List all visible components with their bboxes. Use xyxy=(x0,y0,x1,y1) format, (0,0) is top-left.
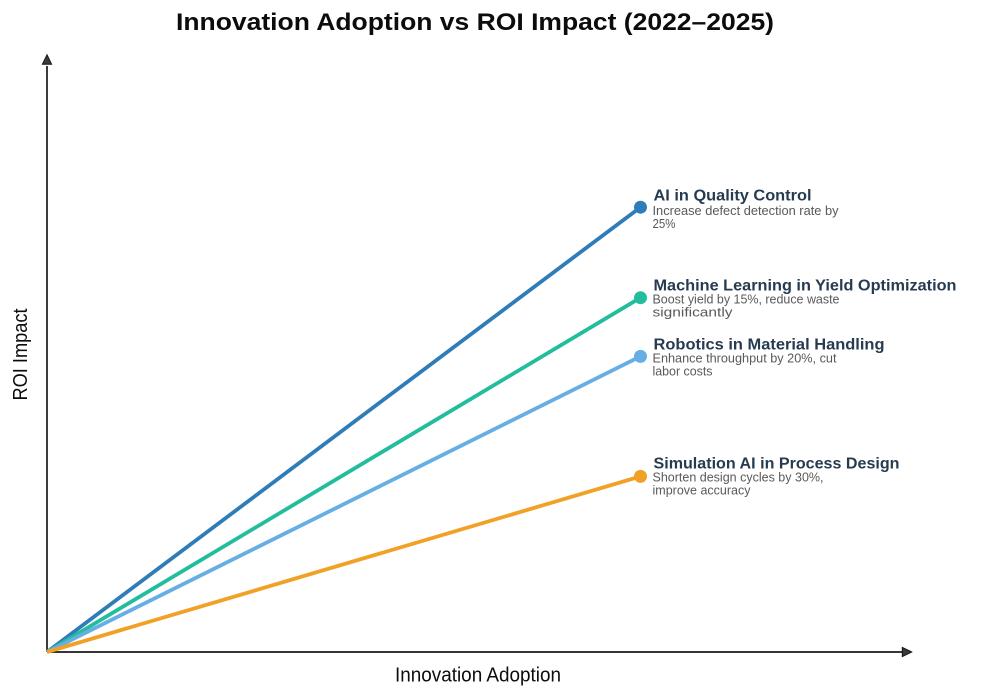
svg-text:labor costs: labor costs xyxy=(653,363,713,378)
svg-text:Innovation Adoption: Innovation Adoption xyxy=(395,665,561,687)
svg-text:Simulation AI in Process Desig: Simulation AI in Process Design xyxy=(654,456,900,473)
svg-text:25%: 25% xyxy=(653,216,676,231)
svg-text:improve accuracy: improve accuracy xyxy=(653,482,751,497)
svg-text:AI in Quality Control: AI in Quality Control xyxy=(654,187,812,204)
svg-text:significantly: significantly xyxy=(653,304,733,319)
svg-text:Increase defect detection rate: Increase defect detection rate by xyxy=(653,203,839,218)
svg-text:Enhance throughput by 20%, cut: Enhance throughput by 20%, cut xyxy=(653,351,837,366)
svg-text:Innovation Adoption vs ROI Imp: Innovation Adoption vs ROI Impact (2022–… xyxy=(176,9,774,36)
svg-text:Boost yield by 15%, reduce was: Boost yield by 15%, reduce waste xyxy=(653,292,840,307)
svg-text:Robotics in Material Handling: Robotics in Material Handling xyxy=(654,337,885,354)
svg-text:Shorten design cycles by 30%,: Shorten design cycles by 30%, xyxy=(653,470,824,485)
svg-text:ROI Impact: ROI Impact xyxy=(10,308,32,400)
svg-text:Machine Learning in Yield Opti: Machine Learning in Yield Optimization xyxy=(654,278,957,295)
